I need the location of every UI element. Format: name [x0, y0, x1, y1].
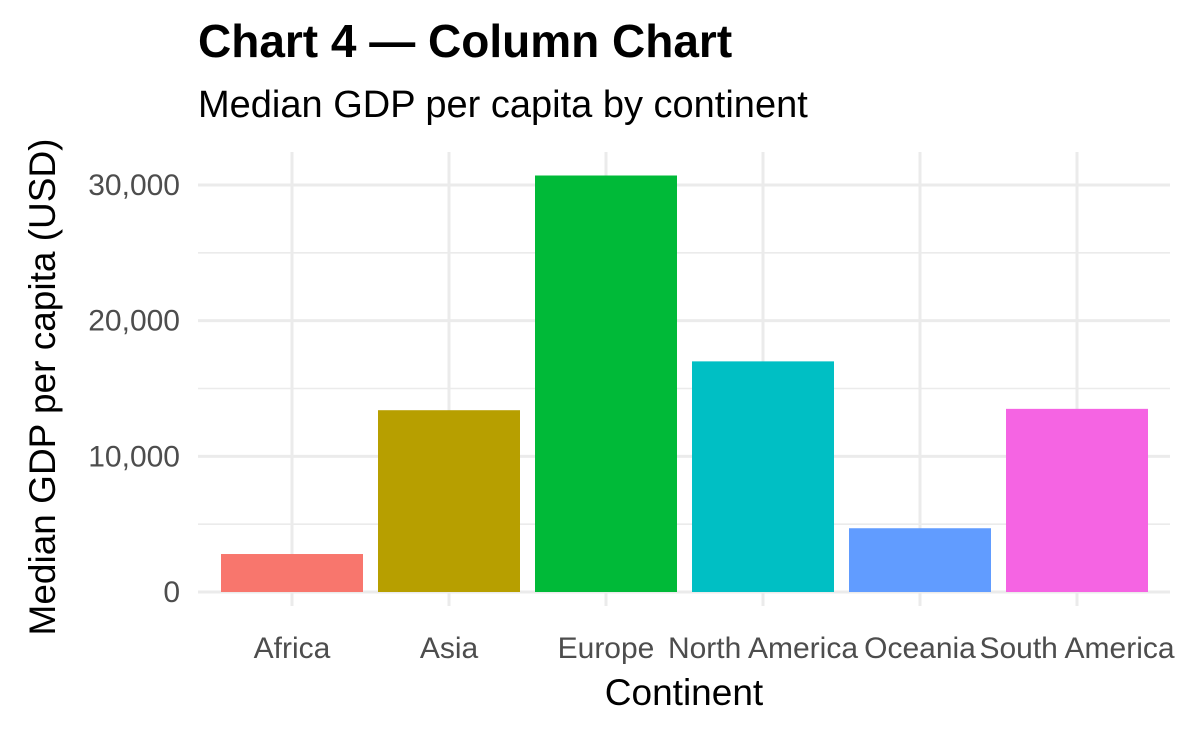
bar-europe [535, 175, 677, 592]
y-tick-label: 0 [163, 576, 180, 609]
x-tick-label: Africa [254, 632, 331, 665]
chart-subtitle: Median GDP per capita by continent [198, 84, 808, 126]
bars [221, 175, 1148, 592]
chart-title: Chart 4 — Column Chart [198, 15, 733, 67]
x-tick-label: Oceania [864, 632, 976, 665]
y-axis-title: Median GDP per capita (USD) [22, 139, 63, 636]
x-tick-label: Asia [420, 632, 479, 665]
x-tick-label: North America [668, 632, 858, 665]
x-tick-label: Europe [558, 632, 655, 665]
y-tick-label: 20,000 [88, 305, 180, 338]
x-tick-label: South America [979, 632, 1174, 665]
bar-oceania [849, 528, 991, 592]
y-tick-label: 30,000 [88, 169, 180, 202]
bar-north-america [692, 361, 834, 592]
bar-africa [221, 554, 363, 592]
bar-south-america [1006, 408, 1148, 592]
y-tick-labels: 0 10,000 20,000 30,000 [88, 169, 180, 609]
x-tick-labels: Africa Asia Europe North America Oceania Sout… [254, 632, 1175, 665]
y-tick-label: 10,000 [88, 440, 180, 473]
bar-asia [378, 410, 520, 592]
x-axis-title: Continent [605, 672, 764, 713]
